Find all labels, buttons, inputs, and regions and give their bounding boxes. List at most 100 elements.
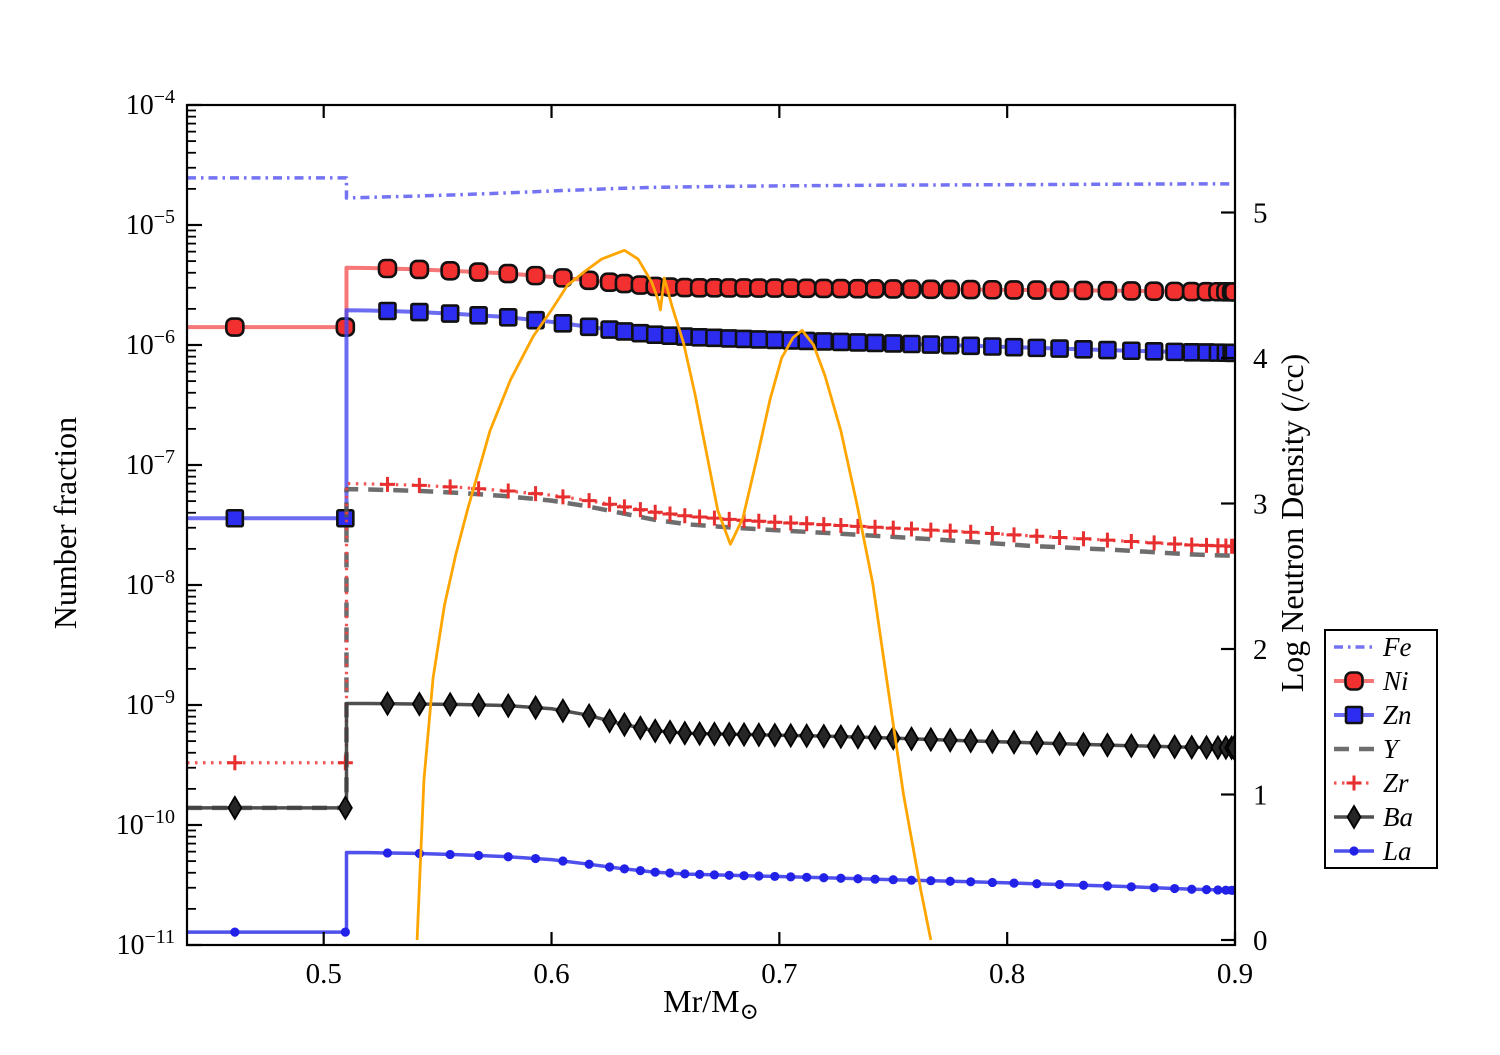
legend-marker-La — [1349, 846, 1359, 856]
Ba-marker — [337, 795, 353, 821]
plot-frame — [185, 103, 1237, 947]
x-tick-label: 0.6 — [533, 958, 569, 990]
Ni-marker — [525, 265, 546, 286]
Zn-marker — [1004, 337, 1024, 357]
Zn-marker — [1027, 338, 1047, 358]
La-marker — [635, 866, 645, 876]
Ni-marker — [1026, 280, 1047, 300]
y-tick-label: 10−6 — [126, 326, 175, 361]
Ni-marker — [1097, 280, 1118, 301]
y-tick-label: 10−7 — [126, 446, 175, 481]
Ni-marker — [1144, 281, 1164, 301]
axes-frame — [185, 103, 1237, 947]
Ba-marker — [867, 724, 883, 751]
La-marker — [1149, 883, 1159, 893]
La-marker — [802, 872, 812, 882]
legend-entry-Fe: Fe — [1334, 632, 1411, 662]
Ba-marker — [1052, 730, 1068, 757]
Ba-marker — [500, 692, 516, 719]
Ni-marker — [848, 278, 868, 299]
Zr-marker — [692, 509, 708, 525]
Zr-marker — [984, 526, 1000, 542]
Ni-marker — [1224, 282, 1235, 302]
Ba-marker — [1006, 729, 1022, 755]
Ba-marker — [1167, 734, 1183, 760]
Ni-marker — [764, 278, 785, 298]
Ba-marker — [903, 725, 920, 752]
Zr-marker — [833, 517, 849, 533]
Ni-marker — [831, 278, 851, 299]
Ba-marker — [942, 727, 958, 753]
y-tick-label: 10−5 — [126, 206, 175, 241]
Zn-marker — [902, 334, 921, 354]
y-tick-label: 10−10 — [116, 806, 175, 841]
Zr-marker — [602, 496, 618, 512]
La-marker — [340, 927, 350, 937]
La-marker — [836, 873, 846, 883]
Ni-marker — [579, 270, 599, 291]
La-marker — [870, 874, 880, 884]
Zr-marker — [799, 516, 815, 532]
y2-tick-label: 4 — [1253, 343, 1268, 375]
Zr-marker — [1184, 537, 1200, 553]
La-marker — [584, 859, 594, 869]
Zr-marker — [1226, 538, 1235, 554]
Ni-marker — [1004, 280, 1024, 300]
La-marker — [1032, 879, 1042, 889]
La-marker — [709, 870, 720, 880]
legend-label-Y: Y — [1383, 734, 1401, 764]
Ni-marker — [1049, 280, 1070, 301]
Zn-marker — [1144, 342, 1164, 361]
La-marker — [1054, 879, 1065, 890]
Zr-marker — [632, 502, 648, 518]
y-axis-title: Number fraction — [47, 417, 83, 629]
y-tick-label: 10−11 — [116, 926, 175, 961]
Zr-marker — [411, 477, 427, 493]
Ba-marker — [1184, 734, 1200, 760]
Ba-marker — [799, 723, 815, 749]
Zr-marker — [1099, 532, 1115, 548]
Zr-marker — [555, 489, 571, 505]
Ni-marker — [440, 260, 460, 281]
y2-axis-title: Log Neutron Density (/cc) — [1274, 354, 1310, 693]
Zr-marker — [662, 506, 678, 522]
La-marker — [1102, 881, 1113, 891]
La-marker — [530, 853, 541, 864]
Ba-marker — [555, 697, 571, 724]
legend-marker-Ni — [1344, 671, 1364, 691]
La-marker — [695, 869, 705, 880]
Ni-marker — [377, 258, 398, 279]
y-tick-label: 10−8 — [126, 566, 175, 601]
Zn-marker — [225, 508, 245, 528]
Ni-marker — [883, 279, 904, 299]
Zr-marker — [1006, 527, 1022, 543]
x-axis-title: Mr/M⊙ — [663, 983, 759, 1024]
Ni-marker — [901, 279, 922, 299]
Zn-marker — [983, 337, 1002, 356]
Zn-marker — [940, 335, 960, 355]
Ba-marker — [767, 722, 783, 748]
La-marker — [906, 875, 917, 885]
Ba-marker — [706, 721, 722, 747]
Zn-marker — [1165, 342, 1184, 362]
y2-tick-label: 2 — [1253, 634, 1268, 666]
Zn-marker — [440, 304, 460, 323]
Zn-marker — [831, 332, 851, 352]
Zn-marker — [615, 322, 634, 341]
Zr-marker — [963, 524, 979, 540]
legend-entry-Ni: Ni — [1334, 666, 1409, 696]
La-marker — [503, 852, 513, 862]
Zn-marker — [765, 330, 785, 350]
Ba-marker — [963, 728, 979, 754]
Zr-marker — [767, 514, 783, 530]
La-marker — [619, 864, 630, 874]
Zn-marker — [553, 314, 573, 333]
Zr-marker — [677, 508, 693, 524]
x-tick-label: 0.9 — [1217, 958, 1253, 990]
La-marker — [665, 868, 675, 878]
Zn-marker — [848, 333, 868, 352]
legend-entry-Zr: Zr — [1334, 768, 1409, 798]
Ba-marker — [442, 691, 458, 718]
Zn-marker — [1122, 341, 1141, 361]
Ba-marker — [581, 702, 597, 729]
